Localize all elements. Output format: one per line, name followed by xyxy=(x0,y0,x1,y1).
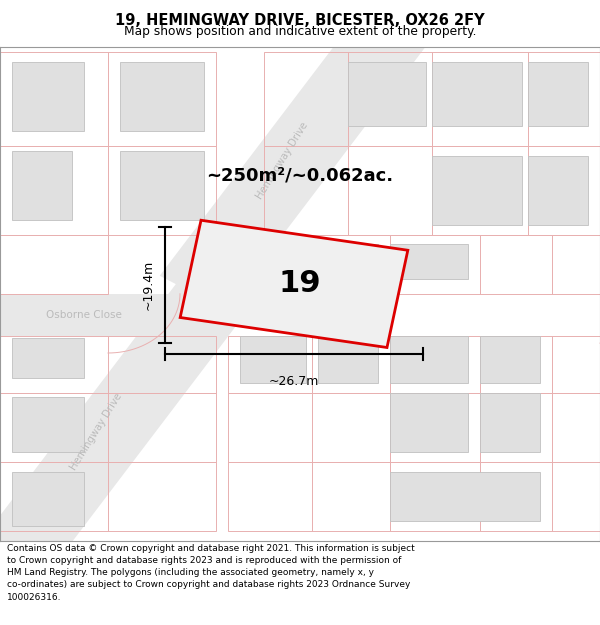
Polygon shape xyxy=(480,336,540,382)
Text: ~26.7m: ~26.7m xyxy=(269,375,319,388)
Polygon shape xyxy=(390,244,468,279)
Polygon shape xyxy=(240,244,306,279)
Polygon shape xyxy=(528,62,588,126)
Polygon shape xyxy=(240,336,306,382)
Polygon shape xyxy=(348,62,426,126)
Polygon shape xyxy=(120,151,204,219)
Polygon shape xyxy=(160,0,464,310)
Polygon shape xyxy=(390,336,468,382)
Text: Contains OS data © Crown copyright and database right 2021. This information is : Contains OS data © Crown copyright and d… xyxy=(7,544,415,602)
Polygon shape xyxy=(318,336,378,382)
Polygon shape xyxy=(432,62,522,126)
Text: 19, HEMINGWAY DRIVE, BICESTER, OX26 2FY: 19, HEMINGWAY DRIVE, BICESTER, OX26 2FY xyxy=(115,13,485,28)
Polygon shape xyxy=(120,62,204,131)
Text: Hemingway Drive: Hemingway Drive xyxy=(68,392,124,472)
Polygon shape xyxy=(0,228,284,576)
Text: Osborne Close: Osborne Close xyxy=(46,310,122,320)
Polygon shape xyxy=(390,392,468,452)
Polygon shape xyxy=(318,244,378,279)
Polygon shape xyxy=(180,220,408,348)
Polygon shape xyxy=(528,156,588,224)
Polygon shape xyxy=(480,392,540,452)
Text: 19: 19 xyxy=(278,269,322,298)
Polygon shape xyxy=(12,338,84,377)
Polygon shape xyxy=(12,398,84,452)
Polygon shape xyxy=(12,471,84,526)
Polygon shape xyxy=(390,471,540,521)
Polygon shape xyxy=(432,156,522,224)
Text: Map shows position and indicative extent of the property.: Map shows position and indicative extent… xyxy=(124,24,476,38)
Polygon shape xyxy=(12,62,84,131)
Polygon shape xyxy=(12,151,72,219)
Polygon shape xyxy=(0,294,228,336)
Text: Hemingway Drive: Hemingway Drive xyxy=(254,120,310,201)
Text: ~19.4m: ~19.4m xyxy=(142,260,155,310)
Text: ~250m²/~0.062ac.: ~250m²/~0.062ac. xyxy=(206,166,394,184)
